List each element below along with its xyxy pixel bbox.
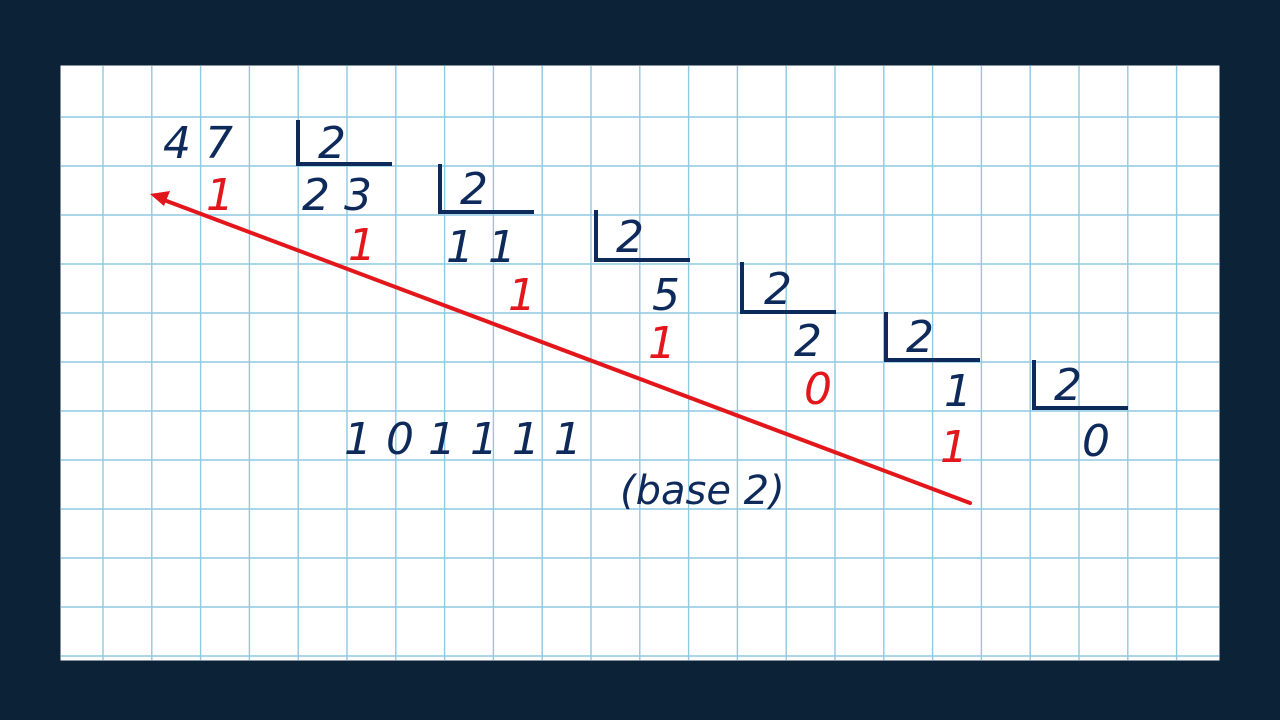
remainder-3: 1 [648, 318, 676, 369]
division-bracket-3 [740, 262, 836, 314]
remainder-5: 1 [940, 422, 968, 473]
division-bracket-2 [594, 210, 690, 262]
arrow-shaft [162, 198, 972, 505]
remainder-0: 1 [206, 170, 234, 221]
binary-result: 1 0 1 1 1 1 [344, 414, 582, 465]
division-bracket-5 [1032, 360, 1128, 410]
dividend-1: 2 3 [302, 170, 372, 221]
dividend-4: 2 [794, 316, 822, 367]
grid-lines [61, 66, 1219, 660]
dividend-2: 1 1 [446, 222, 516, 273]
divisor-1: 2 [460, 164, 488, 215]
division-bracket-4 [884, 312, 980, 362]
arrow-up-left-icon [150, 191, 972, 505]
division-bracket-1 [438, 164, 534, 214]
divisor-4: 2 [906, 312, 934, 363]
remainder-2: 1 [508, 270, 536, 321]
dividend-0: 4 7 [163, 118, 233, 169]
divisor-2: 2 [616, 212, 644, 263]
remainder-1: 1 [348, 220, 376, 271]
divisor-5: 2 [1054, 360, 1082, 411]
divisor-0: 2 [318, 118, 346, 169]
dividend-6: 0 [1082, 416, 1110, 467]
dividend-5: 1 [944, 366, 972, 417]
base-label: (base 2) [620, 468, 785, 514]
division-bracket-0 [296, 120, 392, 166]
remainder-4: 0 [804, 364, 832, 415]
dividend-3: 5 [652, 270, 680, 321]
arrowhead [150, 191, 170, 206]
divisor-3: 2 [764, 264, 792, 315]
